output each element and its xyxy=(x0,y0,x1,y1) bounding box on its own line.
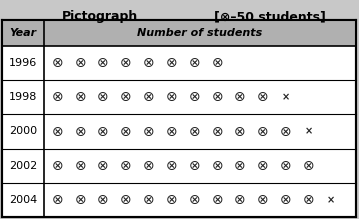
Text: 1996: 1996 xyxy=(9,58,37,68)
Text: ⊗: ⊗ xyxy=(188,90,200,104)
Text: 1998: 1998 xyxy=(9,92,37,102)
Text: ⊗: ⊗ xyxy=(74,56,86,70)
Text: ⊗: ⊗ xyxy=(257,124,269,138)
Bar xyxy=(2,20,356,46)
Text: ×: × xyxy=(281,92,290,102)
Text: 2004: 2004 xyxy=(9,195,37,205)
Text: 2000: 2000 xyxy=(9,127,37,136)
Text: Pictograph: Pictograph xyxy=(62,10,138,23)
Text: ⊗: ⊗ xyxy=(303,193,314,207)
Text: ⊗: ⊗ xyxy=(74,159,86,173)
Text: ⊗: ⊗ xyxy=(280,193,292,207)
Text: ⊗: ⊗ xyxy=(188,124,200,138)
Text: ⊗: ⊗ xyxy=(97,124,109,138)
Bar xyxy=(2,20,356,217)
Text: ⊗: ⊗ xyxy=(165,193,177,207)
Text: ⊗: ⊗ xyxy=(97,193,109,207)
Text: ⊗: ⊗ xyxy=(97,159,109,173)
Text: ⊗: ⊗ xyxy=(143,193,154,207)
Text: ⊗: ⊗ xyxy=(234,159,246,173)
Text: ⊗: ⊗ xyxy=(74,124,86,138)
Text: ⊗: ⊗ xyxy=(257,159,269,173)
Text: ⊗: ⊗ xyxy=(97,56,109,70)
Text: ⊗: ⊗ xyxy=(165,159,177,173)
Text: ⊗: ⊗ xyxy=(280,159,292,173)
Text: ⊗: ⊗ xyxy=(211,159,223,173)
Text: Number of students: Number of students xyxy=(137,28,263,38)
Text: ⊗: ⊗ xyxy=(165,56,177,70)
Text: 2002: 2002 xyxy=(9,161,37,171)
Text: ⊗: ⊗ xyxy=(143,124,154,138)
Text: ⊗: ⊗ xyxy=(52,193,63,207)
Text: ×: × xyxy=(327,195,335,205)
Text: ⊗: ⊗ xyxy=(143,56,154,70)
Text: ⊗: ⊗ xyxy=(303,159,314,173)
Text: ⊗: ⊗ xyxy=(188,159,200,173)
Text: ⊗: ⊗ xyxy=(120,124,132,138)
Text: ⊗: ⊗ xyxy=(120,193,132,207)
Text: [⊗–50 students]: [⊗–50 students] xyxy=(214,10,326,23)
Text: ⊗: ⊗ xyxy=(52,124,63,138)
Text: ⊗: ⊗ xyxy=(52,90,63,104)
Text: ⊗: ⊗ xyxy=(211,90,223,104)
Text: ⊗: ⊗ xyxy=(257,193,269,207)
Text: Year: Year xyxy=(9,28,37,38)
Text: ⊗: ⊗ xyxy=(143,159,154,173)
Text: ⊗: ⊗ xyxy=(211,193,223,207)
Text: ⊗: ⊗ xyxy=(74,193,86,207)
Text: ⊗: ⊗ xyxy=(52,159,63,173)
Text: ⊗: ⊗ xyxy=(165,90,177,104)
Text: ⊗: ⊗ xyxy=(188,193,200,207)
Text: ⊗: ⊗ xyxy=(211,124,223,138)
Text: ⊗: ⊗ xyxy=(143,90,154,104)
Text: ⊗: ⊗ xyxy=(234,193,246,207)
Text: ⊗: ⊗ xyxy=(97,90,109,104)
Text: ⊗: ⊗ xyxy=(120,159,132,173)
Text: ⊗: ⊗ xyxy=(211,56,223,70)
Text: ⊗: ⊗ xyxy=(257,90,269,104)
Text: ⊗: ⊗ xyxy=(280,124,292,138)
Text: ⊗: ⊗ xyxy=(74,90,86,104)
Text: ⊗: ⊗ xyxy=(120,56,132,70)
Text: ⊗: ⊗ xyxy=(234,90,246,104)
Text: ×: × xyxy=(304,127,312,136)
Text: ⊗: ⊗ xyxy=(120,90,132,104)
Text: ⊗: ⊗ xyxy=(234,124,246,138)
Text: ⊗: ⊗ xyxy=(52,56,63,70)
Text: ⊗: ⊗ xyxy=(188,56,200,70)
Text: ⊗: ⊗ xyxy=(165,124,177,138)
